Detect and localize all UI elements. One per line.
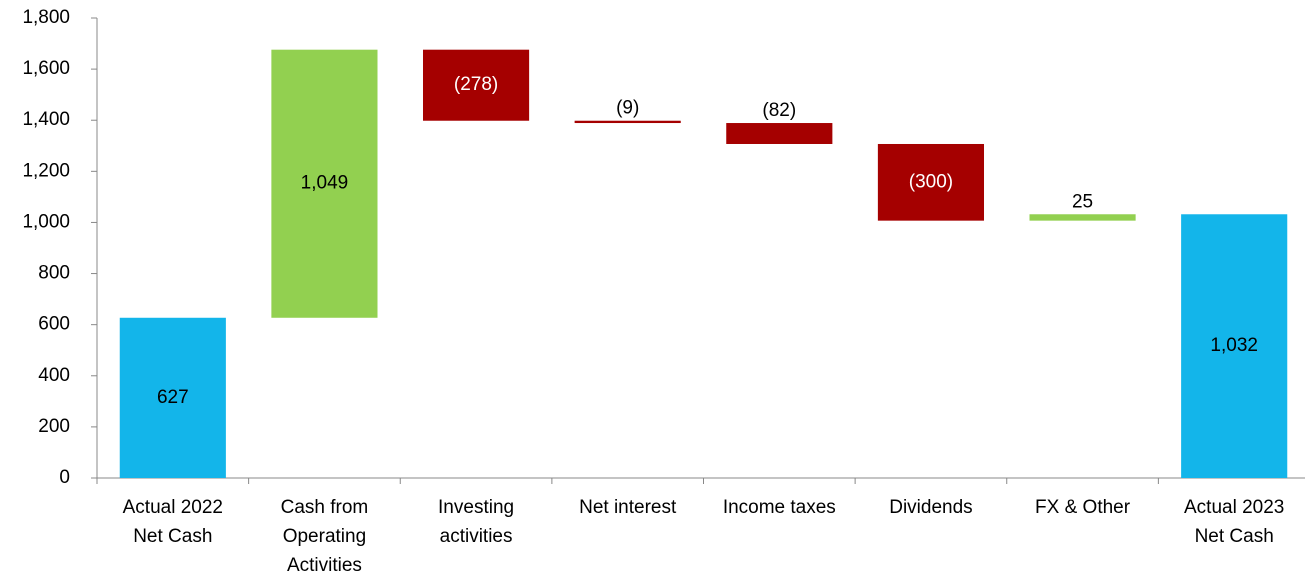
bar — [271, 49, 378, 318]
value-label: (82) — [762, 100, 796, 121]
x-tick-label: Dividends — [889, 497, 972, 518]
value-label: 627 — [157, 387, 189, 408]
y-tick-label: 200 — [38, 416, 70, 437]
bar — [1181, 214, 1288, 478]
bar — [877, 143, 985, 221]
y-tick-label: 600 — [38, 314, 70, 335]
y-tick-label: 800 — [38, 263, 70, 284]
y-tick-label: 1,600 — [22, 58, 70, 79]
x-tick-label: FX & Other — [1035, 497, 1131, 518]
x-tick-label: Income taxes — [723, 497, 836, 518]
value-label: (278) — [454, 74, 498, 95]
bar — [422, 49, 530, 121]
y-tick-label: 1,200 — [22, 160, 70, 181]
y-tick-label: 1,400 — [22, 109, 70, 130]
value-label: 25 — [1072, 191, 1093, 212]
y-tick-label: 400 — [38, 365, 70, 386]
y-tick-label: 0 — [59, 467, 70, 488]
x-tick-label: Net interest — [579, 497, 677, 518]
bar — [1029, 214, 1136, 221]
value-label: 1,032 — [1210, 335, 1258, 356]
y-tick-label: 1,800 — [22, 7, 70, 28]
x-tick-label: Actual 2023 Net Cash — [1184, 497, 1284, 547]
bar — [726, 123, 833, 144]
value-label: (300) — [909, 171, 953, 192]
y-tick-label: 1,000 — [22, 211, 70, 232]
bar — [574, 120, 681, 124]
x-tick-label: Cash from Operating Activities — [281, 497, 369, 574]
bar — [119, 317, 226, 478]
x-tick-label: Actual 2022 Net Cash — [123, 497, 223, 547]
value-label: 1,049 — [301, 173, 349, 194]
x-tick-label: Investing activities — [438, 497, 514, 547]
value-label: (9) — [616, 98, 639, 119]
